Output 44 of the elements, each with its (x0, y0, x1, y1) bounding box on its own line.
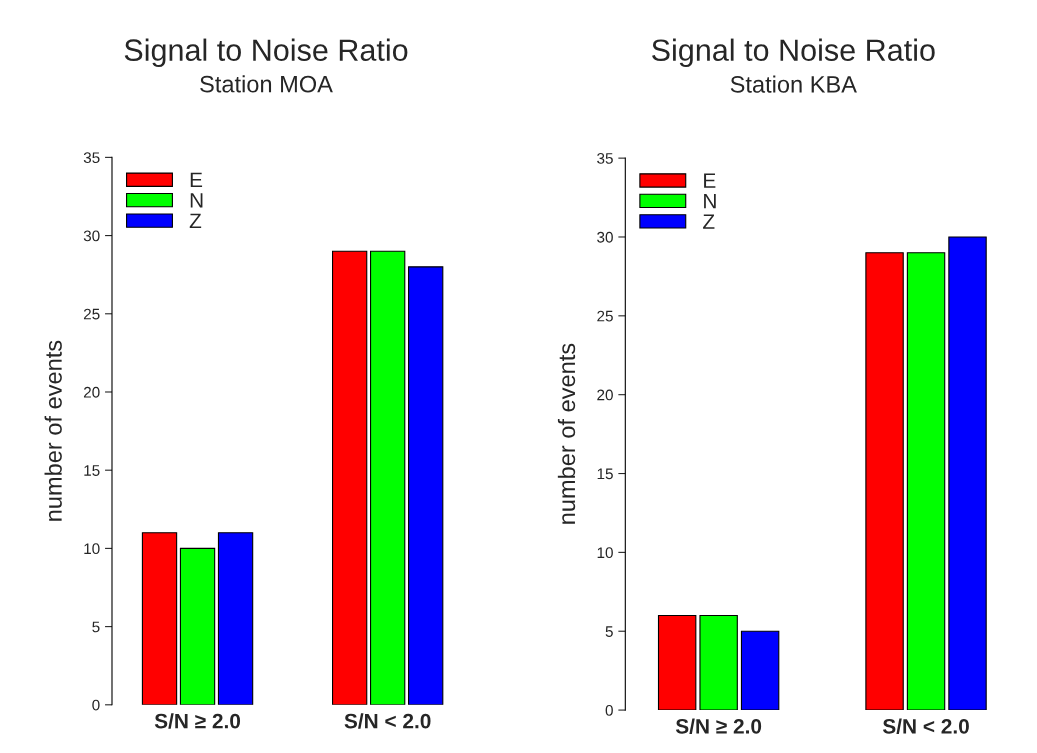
y-tick-label: 35 (597, 153, 613, 164)
y-tick-label: 30 (597, 231, 613, 243)
legend-label: N (704, 193, 716, 209)
bar (331, 250, 368, 705)
y-tick-label: 20 (597, 389, 613, 401)
bar (141, 532, 178, 705)
x-tick-label: S/N < 2.0 (882, 718, 969, 734)
y-tick-label: 0 (605, 704, 613, 716)
legend-label: E (190, 172, 203, 188)
y-tick-label: 25 (83, 308, 100, 320)
y-tick-label: 10 (597, 547, 613, 559)
y-tick-label: 10 (84, 543, 100, 555)
y-tick-label: 15 (597, 468, 613, 480)
legend-label: Z (189, 213, 202, 228)
bar (217, 532, 254, 705)
y-tick-label: 25 (597, 310, 613, 322)
y-tick-label: 30 (83, 230, 100, 242)
bar (657, 614, 697, 711)
y-tick-label: 20 (83, 386, 100, 398)
y-axis-title: number of events (44, 340, 62, 521)
bar (865, 252, 904, 711)
y-tick-label: 5 (605, 626, 613, 637)
bar (948, 236, 987, 711)
chart-title: Signal to Noise Ratio (124, 38, 408, 68)
chart-subtitle: Station KBA (730, 75, 857, 93)
bar (369, 250, 406, 705)
x-tick-label: S/N ≥ 2.0 (675, 718, 762, 734)
bar (408, 266, 444, 705)
y-tick-label: 35 (83, 152, 100, 164)
x-tick-label: S/N < 2.0 (344, 713, 431, 729)
legend-label: E (704, 173, 716, 188)
y-tick-label: 0 (92, 699, 100, 711)
y-axis-title: number of events (557, 343, 576, 524)
x-tick-label: S/N ≥ 2.0 (154, 713, 241, 729)
legend-label: Z (703, 214, 715, 229)
bar (699, 614, 738, 711)
legend-label: N (190, 193, 203, 208)
chart-title: Signal to Noise Ratio (652, 38, 935, 68)
bar (906, 252, 946, 711)
y-tick-label: 15 (84, 465, 100, 476)
bar (740, 630, 780, 711)
chart-subtitle: Station MOA (200, 75, 333, 93)
bar (179, 547, 216, 705)
y-tick-label: 5 (92, 621, 100, 633)
